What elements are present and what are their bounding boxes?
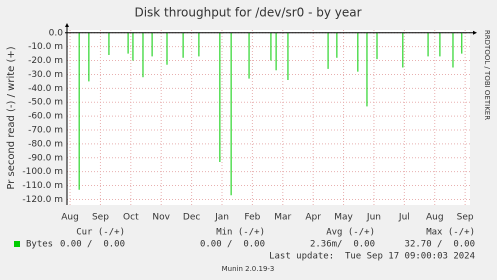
y-tick-label: -30.0 m: [28, 70, 63, 80]
y-tick-label: -40.0 m: [28, 84, 63, 94]
y-tick-label: -100.0 m: [22, 167, 63, 177]
side-label: RRDTOOL / TOBI OETIKER: [483, 30, 491, 120]
x-tick-label: Jan: [214, 213, 229, 223]
x-tick-label: May: [334, 213, 353, 223]
stat-header: Min (-/+): [216, 228, 265, 238]
x-tick-label: Sep: [457, 213, 474, 223]
y-tick-label: -90.0 m: [28, 153, 63, 163]
x-tick-label: Jun: [366, 213, 381, 223]
y-tick-label: -50.0 m: [28, 98, 63, 108]
x-tick-label: Feb: [244, 213, 260, 223]
plot-area: [67, 30, 470, 205]
y-tick-label: -60.0 m: [28, 112, 63, 122]
y-tick-label: -80.0 m: [28, 139, 63, 149]
stat-header: Avg (-/+): [326, 228, 375, 238]
x-tick-label: Jul: [398, 213, 410, 223]
last-update: Last update: Tue Sep 17 09:00:03 2024: [269, 252, 475, 262]
y-tick-label: -20.0 m: [28, 56, 63, 66]
stat-value: 0.00 / 0.00: [200, 240, 265, 250]
x-tick-label: Sep: [92, 213, 109, 223]
y-tick-label: -70.0 m: [28, 126, 63, 136]
footer: Munin 2.0.19-3: [222, 265, 275, 273]
stat-header: Cur (-/+): [76, 228, 125, 238]
x-tick-label: Aug: [61, 213, 79, 223]
chart-title: Disk throughput for /dev/sr0 - by year: [134, 6, 361, 20]
y-tick-label: -10.0 m: [28, 42, 63, 52]
y-tick-label: -120.0 m: [22, 195, 63, 205]
x-tick-label: Oct: [123, 213, 139, 223]
x-tick-label: Mar: [274, 213, 291, 223]
x-tick-label: Nov: [152, 213, 170, 223]
stat-value: 32.70 / 0.00: [405, 240, 475, 250]
stat-value: 0.00 / 0.00: [60, 240, 125, 250]
x-tick-label: Apr: [305, 213, 321, 223]
legend-swatch: [14, 241, 20, 247]
legend-label: Bytes: [26, 240, 53, 250]
stat-header: Max (-/+): [426, 228, 475, 238]
y-tick-label: -110.0 m: [22, 181, 63, 191]
x-axis-arrow: [473, 30, 477, 35]
y-tick-label: 0.0: [49, 28, 64, 38]
x-tick-label: Aug: [426, 213, 444, 223]
stat-value: 2.36m/ 0.00: [310, 240, 375, 250]
x-tick-label: Dec: [183, 213, 200, 223]
y-axis-arrow: [65, 23, 69, 27]
y-axis-label: Pr second read (-) / write (+): [6, 46, 17, 189]
